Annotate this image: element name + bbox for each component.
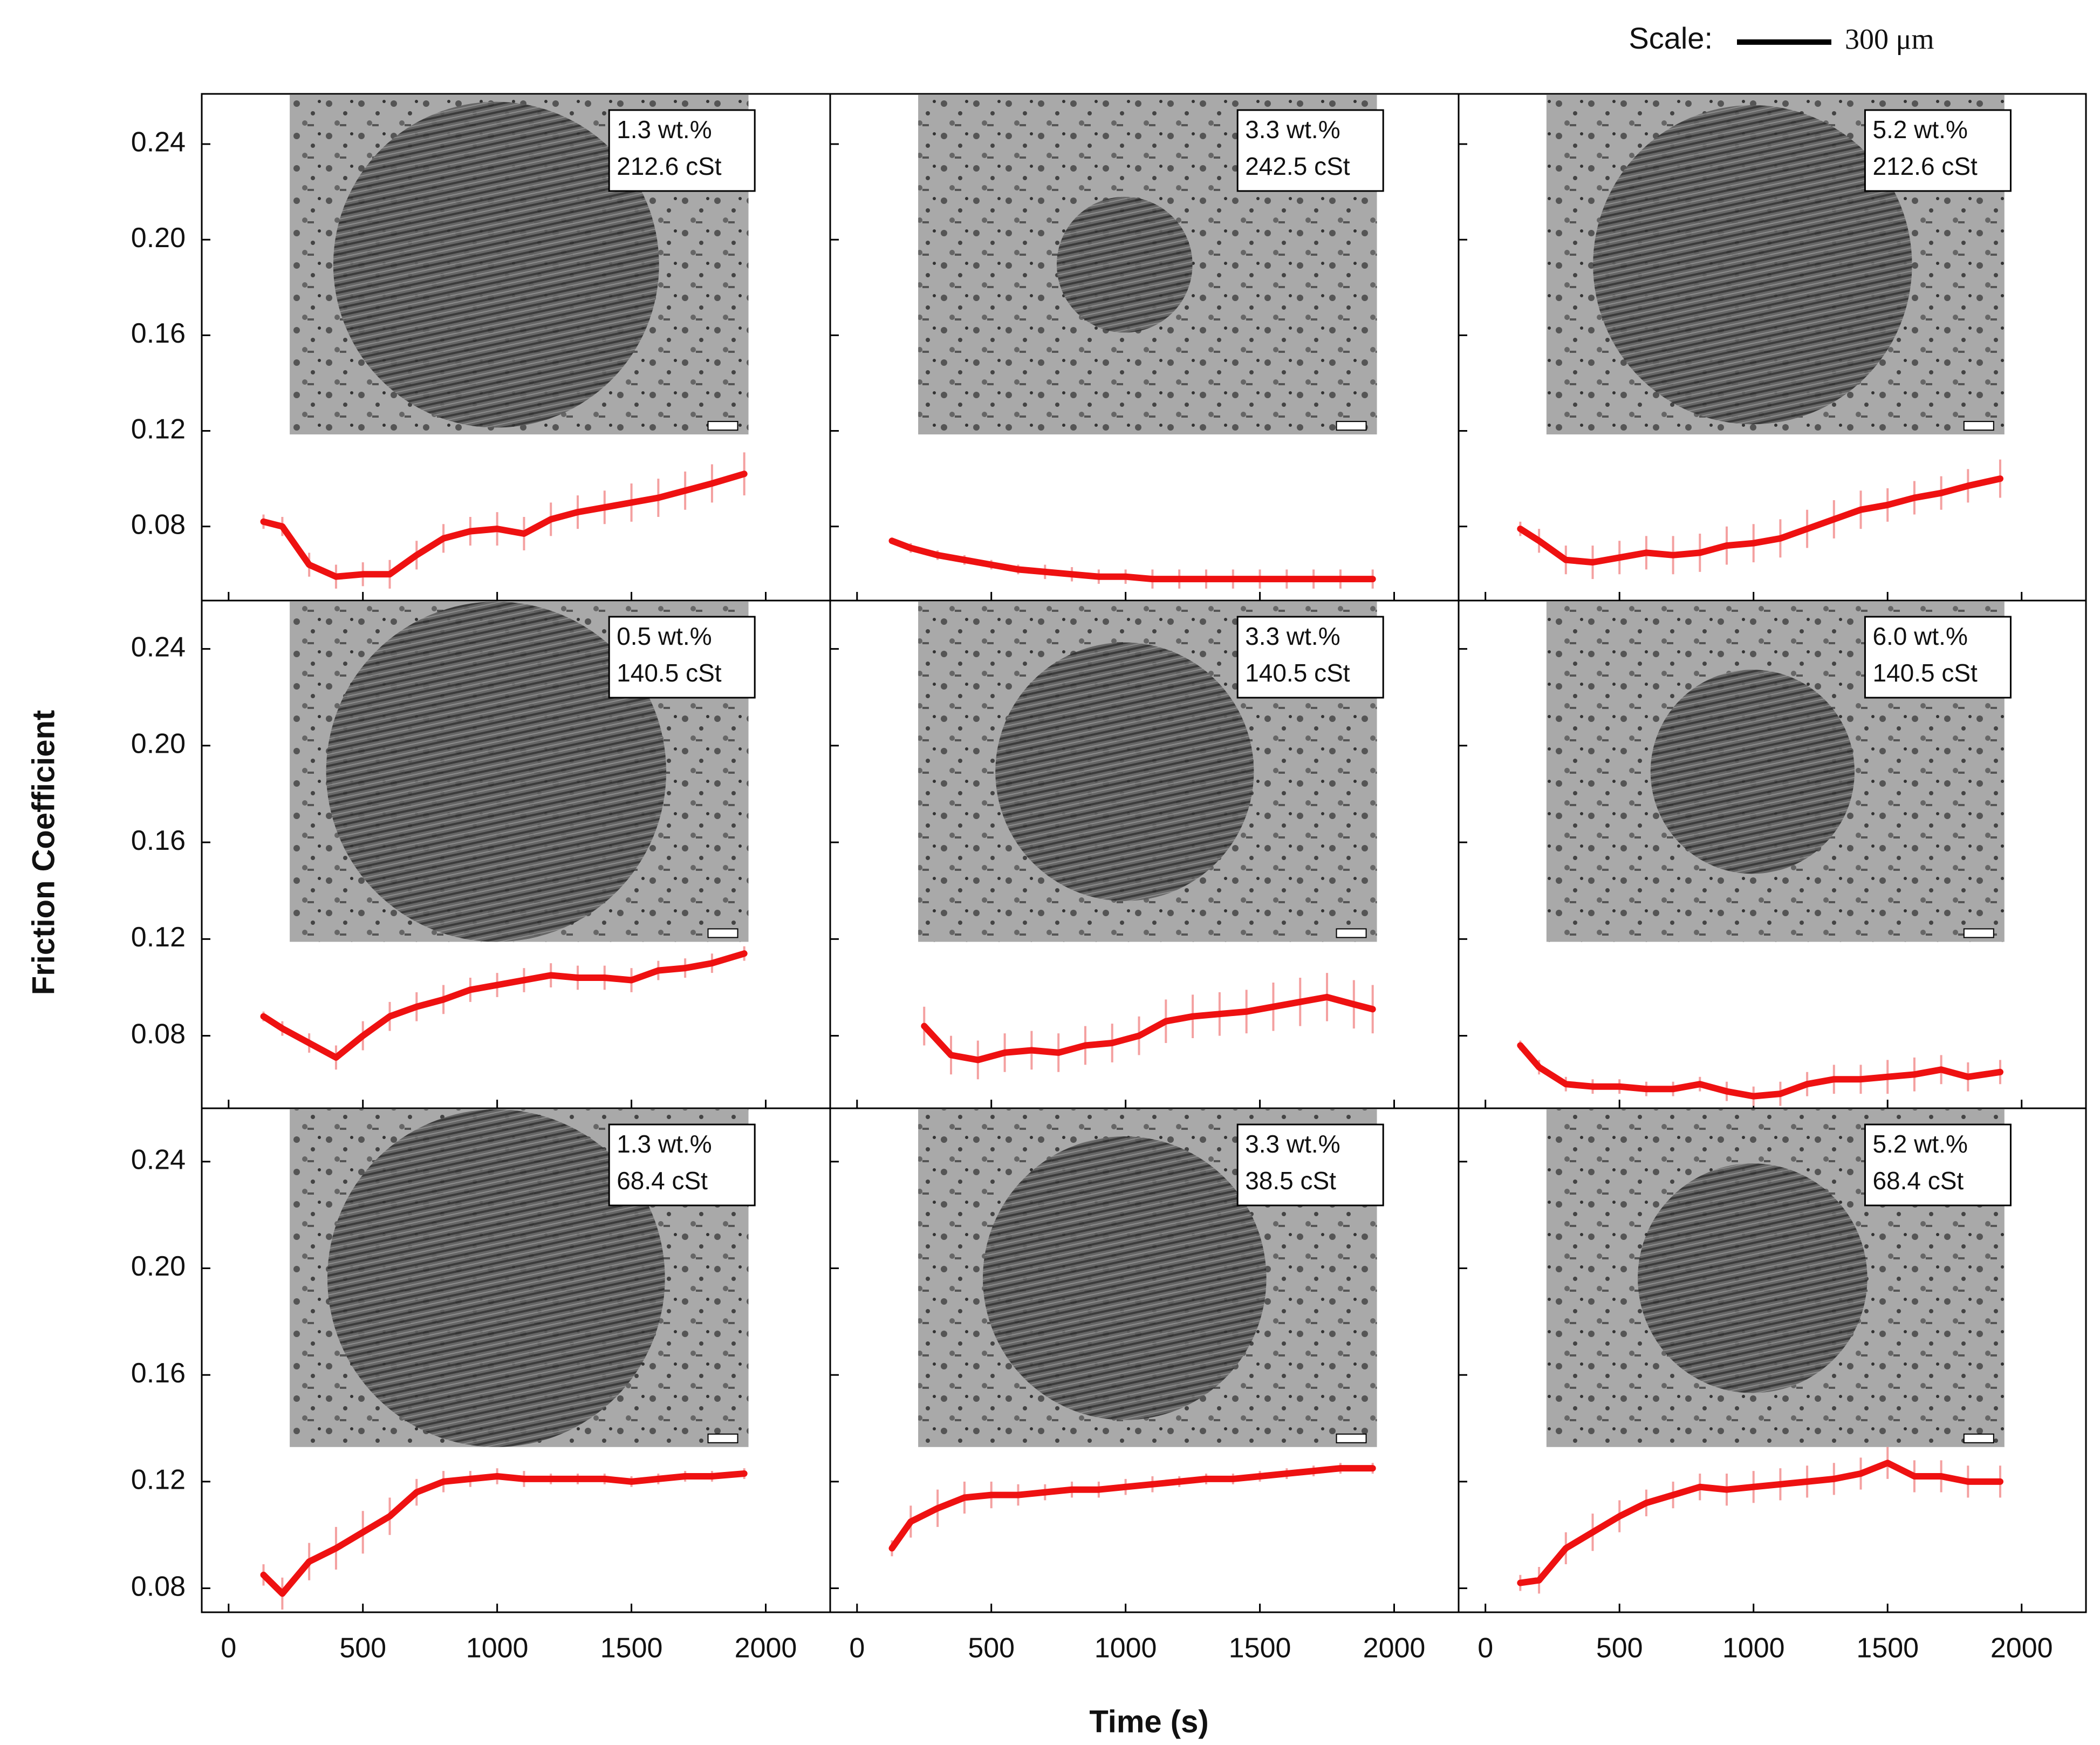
y-tick-label: 0.20 (131, 1251, 186, 1282)
label-box (1864, 109, 2012, 192)
x-tick-label: 2000 (735, 1633, 797, 1664)
panel-label: 68.4 cSt (617, 1167, 708, 1195)
panel-label: 38.5 cSt (1245, 1167, 1336, 1195)
panel-label: 212.6 cSt (617, 152, 722, 180)
y-tick-label: 0.24 (131, 1144, 186, 1176)
panel-label: 242.5 cSt (1245, 152, 1350, 180)
x-tick-label: 1000 (1722, 1633, 1785, 1664)
y-tick-label: 0.16 (131, 318, 186, 349)
panel-label: 1.3 wt.% (617, 115, 712, 144)
x-tick-label: 500 (1596, 1633, 1643, 1664)
friction-line (921, 993, 1376, 1064)
y-tick-label: 0.16 (131, 825, 186, 856)
panel-label: 5.2 wt.% (1872, 115, 1967, 144)
micro-scalebar (1336, 1433, 1367, 1443)
scale-label: Scale: (1629, 21, 1713, 55)
scale-value: 300 μm (1845, 23, 1934, 55)
y-tick-label: 0.08 (131, 1571, 186, 1602)
x-tick-label: 0 (849, 1633, 865, 1664)
y-tick-label: 0.12 (131, 413, 186, 445)
panel-label: 0.5 wt.% (617, 622, 712, 650)
friction-line (1517, 1042, 2003, 1100)
micro-scalebar (707, 1433, 738, 1443)
wear-scar (995, 642, 1254, 901)
label-box (608, 109, 756, 192)
x-tick-label: 1500 (1229, 1633, 1291, 1664)
label-box (1236, 1123, 1384, 1206)
panel-label: 140.5 cSt (617, 659, 722, 687)
wear-scar (333, 101, 659, 428)
y-tick-label: 0.12 (131, 1464, 186, 1496)
y-tick-label: 0.08 (131, 509, 186, 540)
wear-scar (982, 1136, 1267, 1420)
friction-line (1517, 475, 2003, 566)
wear-scar (327, 1109, 665, 1447)
friction-line (260, 950, 748, 1061)
x-tick-label: 0 (221, 1633, 236, 1664)
micro-scalebar (707, 928, 738, 938)
friction-line (1517, 1460, 2003, 1586)
panel-label: 3.3 wt.% (1245, 115, 1340, 144)
x-tick-label: 1000 (466, 1633, 529, 1664)
label-box (1236, 616, 1384, 699)
wear-scar (1650, 670, 1855, 874)
micro-scalebar (1963, 1433, 1994, 1443)
wear-scar (1593, 105, 1912, 425)
panel-label: 68.4 cSt (1872, 1167, 1964, 1195)
x-axis-title: Time (s) (1089, 1704, 1208, 1739)
y-tick-label: 0.20 (131, 222, 186, 254)
label-box (1864, 616, 2012, 699)
wear-scar (1638, 1163, 1868, 1393)
label-box (1236, 109, 1384, 192)
micro-scalebar (1963, 421, 1994, 431)
wear-scar (1056, 196, 1193, 333)
x-tick-label: 2000 (1363, 1633, 1426, 1664)
y-tick-label: 0.12 (131, 922, 186, 953)
x-tick-label: 1500 (1856, 1633, 1919, 1664)
micro-scalebar (1336, 928, 1367, 938)
y-tick-label: 0.24 (131, 631, 186, 663)
panel-label: 212.6 cSt (1872, 152, 1978, 180)
label-box (1864, 1123, 2012, 1206)
friction-line (888, 537, 1376, 583)
label-box (608, 1123, 756, 1206)
y-tick-label: 0.08 (131, 1018, 186, 1049)
panel-frame (1458, 1107, 2087, 1613)
label-box (608, 616, 756, 699)
panel-label: 3.3 wt.% (1245, 1130, 1340, 1158)
micro-scalebar (707, 421, 738, 431)
y-tick-label: 0.16 (131, 1358, 186, 1389)
panel-label: 3.3 wt.% (1245, 622, 1340, 650)
panel-label: 6.0 wt.% (1872, 622, 1967, 650)
friction-line (260, 1470, 748, 1597)
y-tick-label: 0.24 (131, 127, 186, 158)
friction-line (260, 471, 748, 580)
y-tick-label: 0.20 (131, 728, 186, 760)
panel-label: 5.2 wt.% (1872, 1130, 1967, 1158)
x-tick-label: 2000 (1990, 1633, 2053, 1664)
x-tick-label: 500 (968, 1633, 1015, 1664)
x-tick-label: 0 (1477, 1633, 1493, 1664)
panel-label: 140.5 cSt (1872, 659, 1978, 687)
y-axis-title: Friction Coefficient (26, 710, 61, 995)
x-tick-label: 1000 (1095, 1633, 1157, 1664)
panel-label: 1.3 wt.% (617, 1130, 712, 1158)
x-tick-label: 500 (339, 1633, 386, 1664)
x-tick-label: 1500 (600, 1633, 663, 1664)
micro-scalebar (1963, 928, 1994, 938)
panel-label: 140.5 cSt (1245, 659, 1350, 687)
micro-scalebar (1336, 421, 1367, 431)
wear-scar (326, 602, 667, 942)
friction-line (888, 1465, 1376, 1552)
